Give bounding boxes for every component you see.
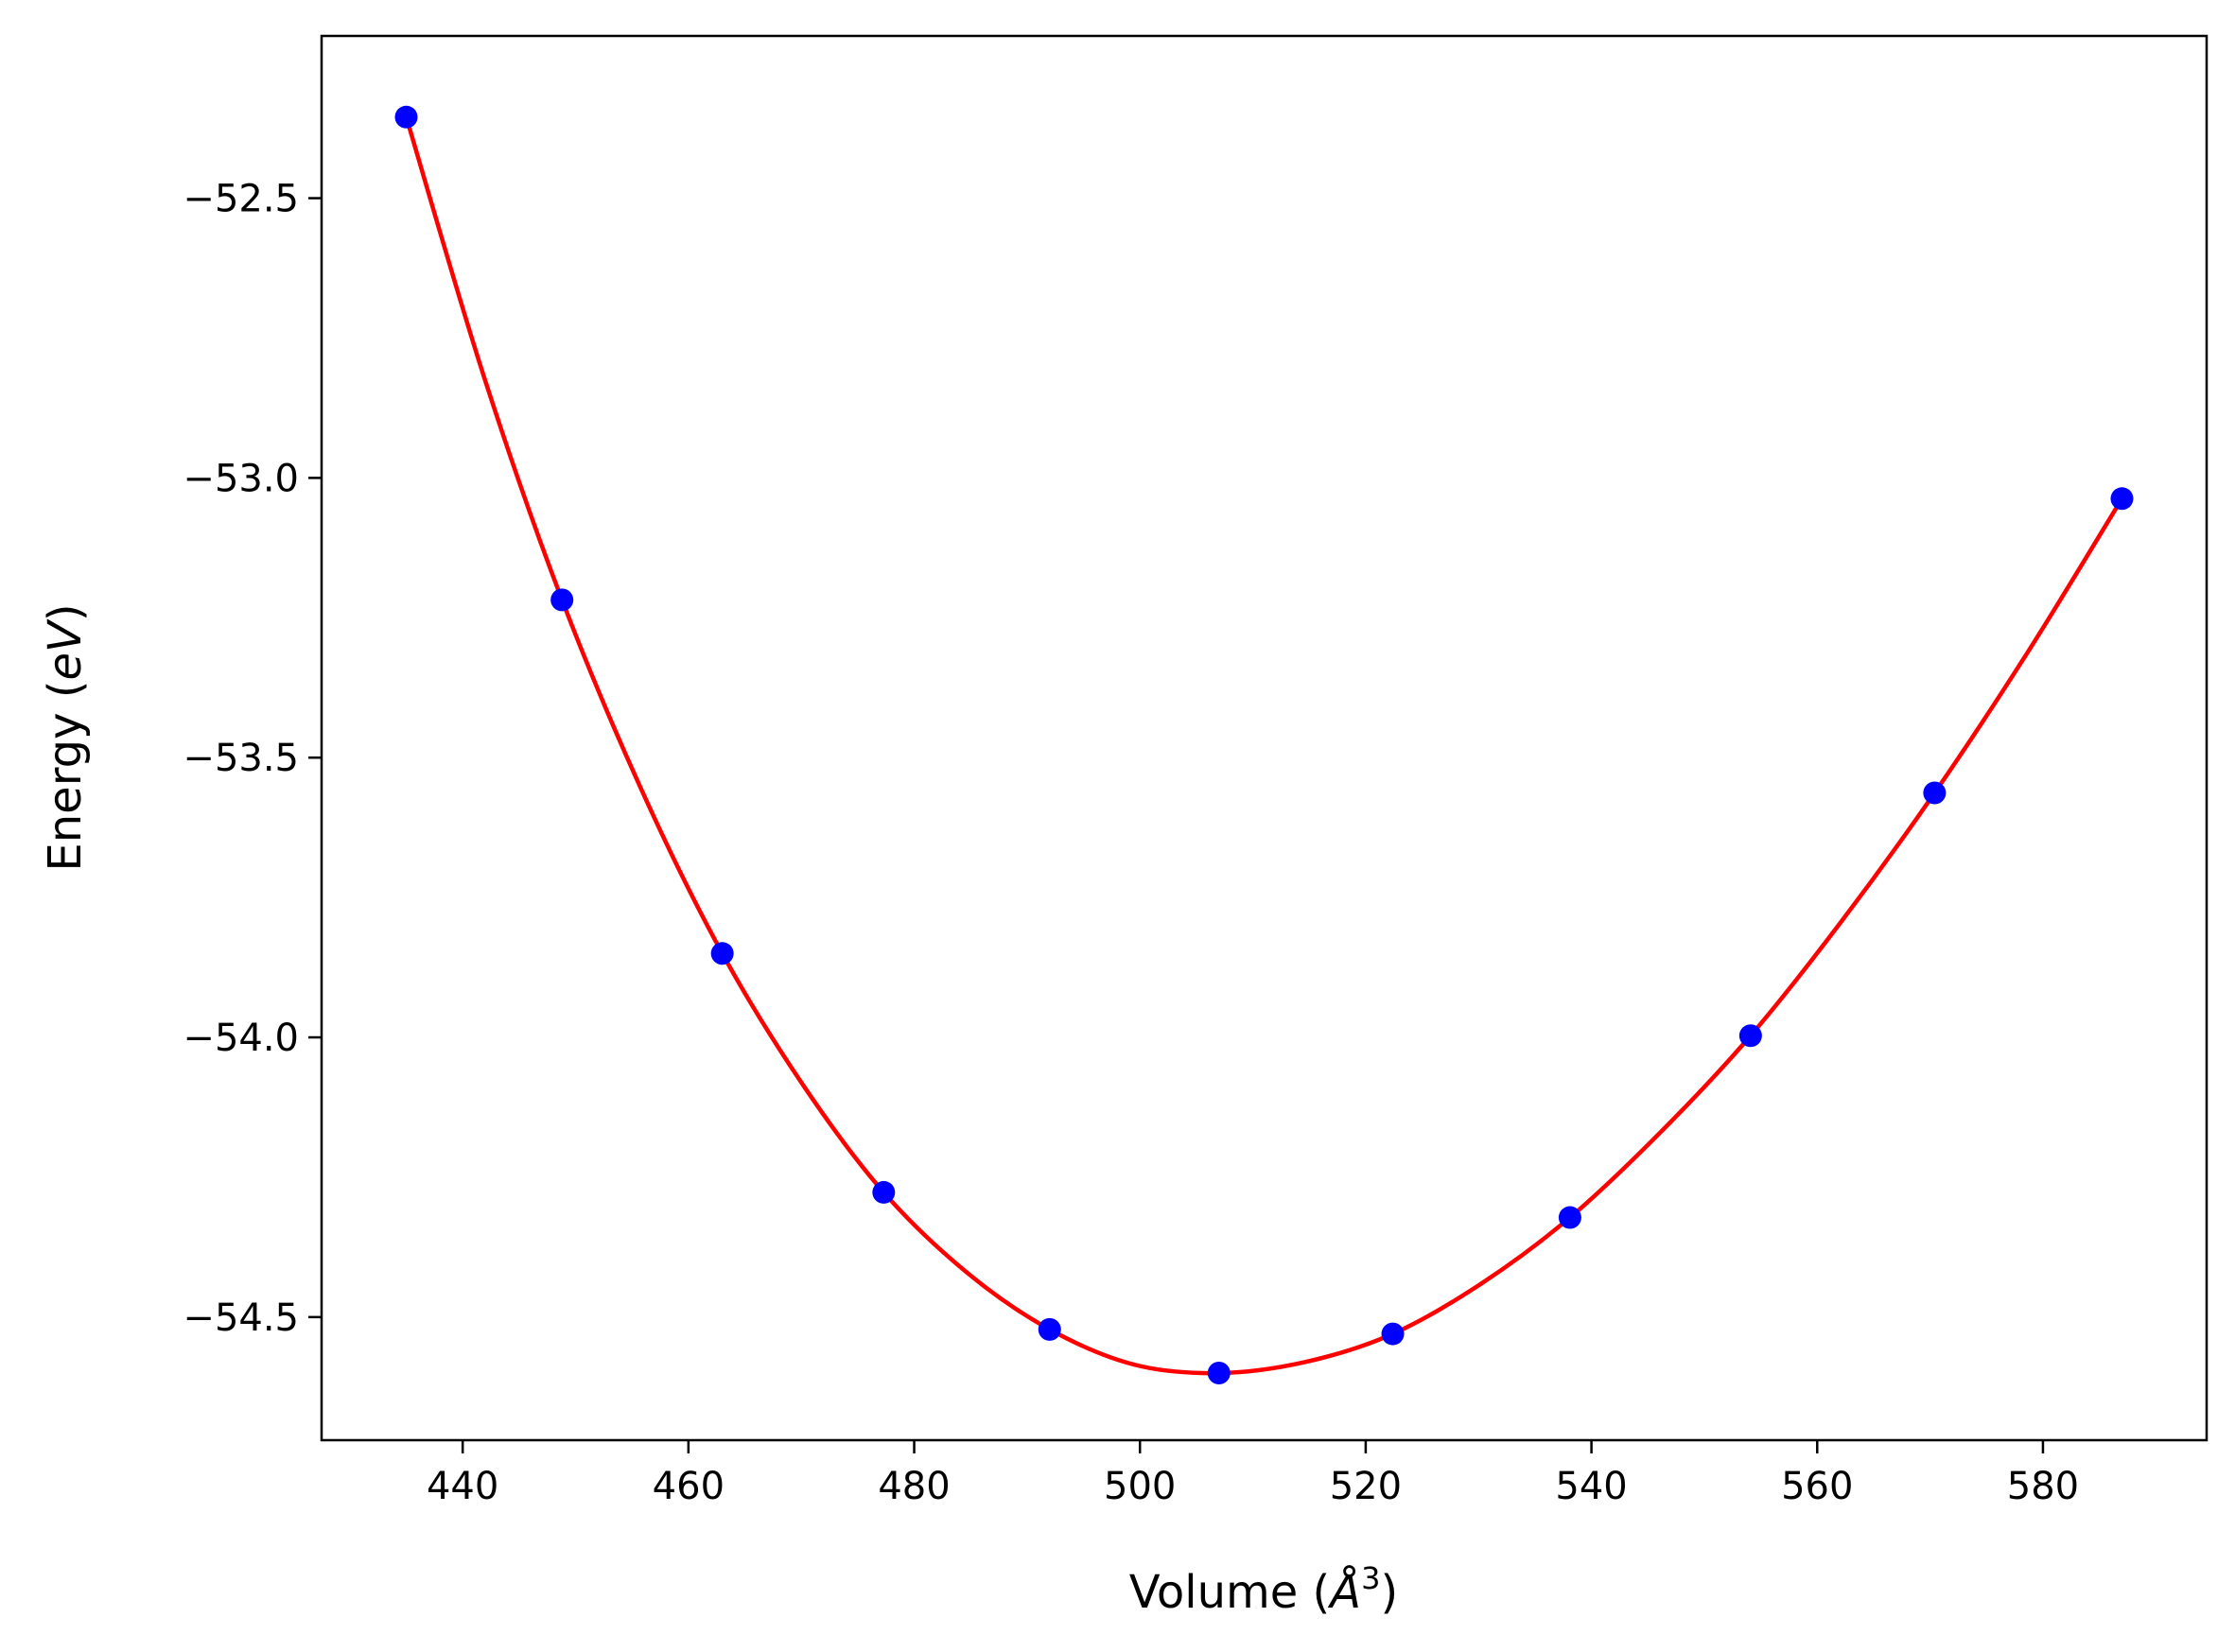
y-axis-label-unit: eV — [39, 618, 92, 681]
x-tick-label: 500 — [1104, 1465, 1176, 1508]
data-point — [1923, 781, 1947, 805]
x-axis-label-symbol: Å — [1327, 1565, 1361, 1619]
y-tick-label: −52.5 — [183, 178, 299, 221]
data-point — [1738, 1024, 1762, 1048]
x-tick-label: 520 — [1330, 1465, 1402, 1508]
x-tick-label: 580 — [2007, 1465, 2079, 1508]
x-tick-label: 460 — [653, 1465, 725, 1508]
data-point — [1381, 1322, 1405, 1346]
x-tick-label: 560 — [1781, 1465, 1853, 1508]
x-tick-label: 480 — [878, 1465, 950, 1508]
y-axis-label: Energy (eV) — [39, 603, 92, 871]
data-point — [872, 1180, 896, 1204]
data-point — [550, 588, 574, 612]
axes-frame — [320, 34, 2209, 1442]
x-tick-label: 540 — [1555, 1465, 1627, 1508]
data-point — [1207, 1362, 1231, 1385]
y-tick-label: −53.0 — [183, 457, 299, 500]
x-axis-label-superscript: 3 — [1361, 1560, 1380, 1596]
y-tick-label: −54.5 — [183, 1296, 299, 1340]
y-axis-ticks: −52.5 −53.0 −53.5 −54.0 −54.5 — [183, 178, 322, 1340]
fit-curve-line — [404, 116, 2124, 1376]
data-point — [1558, 1206, 1581, 1229]
data-point — [710, 942, 734, 965]
y-tick-label: −53.5 — [183, 737, 299, 780]
x-tick-label: 440 — [427, 1465, 498, 1508]
plot-series — [394, 105, 2134, 1385]
data-point — [1038, 1317, 1061, 1341]
x-axis-ticks: 440 460 480 500 520 540 560 580 — [427, 1440, 2079, 1508]
x-axis-label: Volume (Å3) — [1129, 1560, 1398, 1619]
data-point — [394, 105, 418, 129]
data-point — [2110, 487, 2134, 511]
y-tick-label: −54.0 — [183, 1017, 299, 1060]
